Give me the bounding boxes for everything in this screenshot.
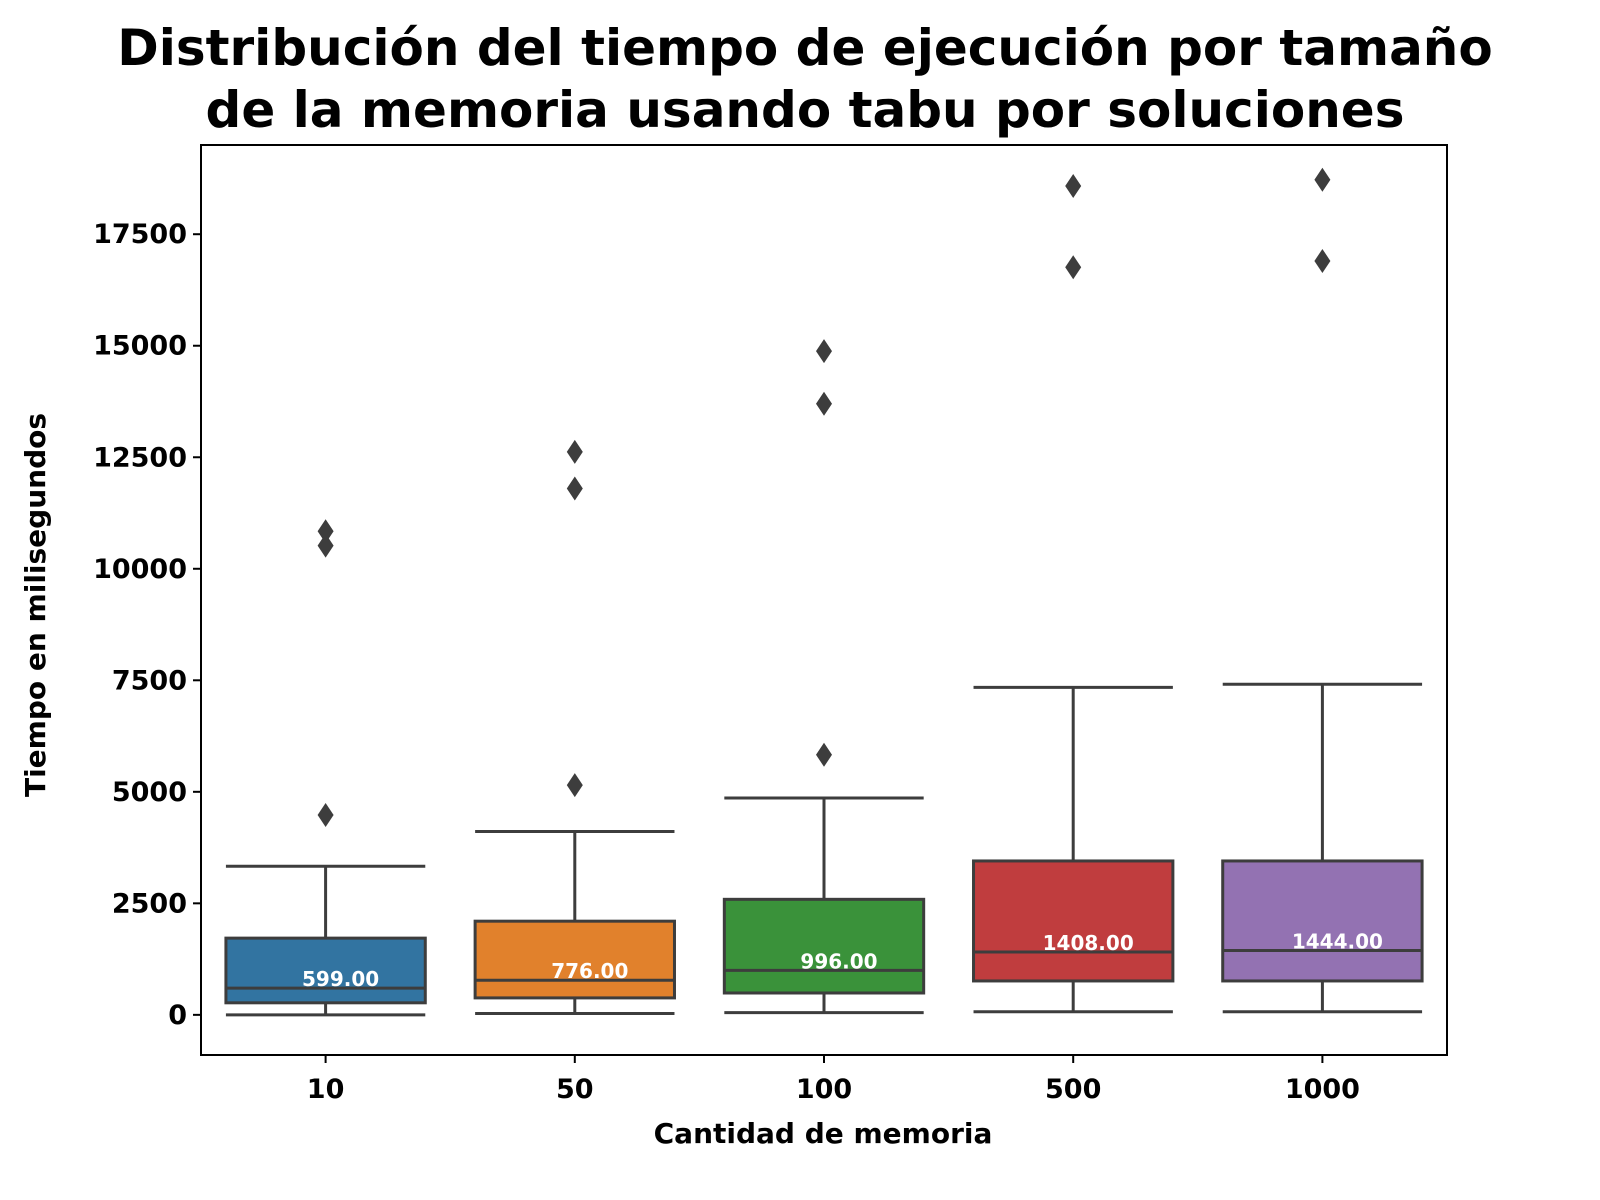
x-tick-label: 10 xyxy=(307,1074,345,1105)
y-axis: 0 2500 5000 7500 10000 12500 15000 17500 xyxy=(93,219,201,1031)
median-label: 996.00 xyxy=(800,949,877,973)
x-tick-label: 50 xyxy=(556,1074,594,1105)
outlier-point xyxy=(1065,174,1082,199)
outlier-point xyxy=(816,339,832,364)
y-axis-label: Tiempo en milisegundos xyxy=(19,413,52,797)
chart-title-line-2: de la memoria usando tabu por soluciones xyxy=(206,81,1405,139)
x-axis: 10 50 100 500 1000 xyxy=(307,1055,1360,1105)
outlier-point xyxy=(1065,255,1082,280)
y-tick-label: 15000 xyxy=(93,331,187,362)
box-group-500: 1408.00 xyxy=(972,174,1175,1014)
x-tick-label: 100 xyxy=(796,1074,852,1105)
median-label: 776.00 xyxy=(551,959,628,983)
median-label: 1444.00 xyxy=(1292,929,1383,953)
outlier-point xyxy=(816,742,832,767)
box-group-1000: 1444.00 xyxy=(1221,167,1424,1014)
box-iqr xyxy=(972,859,1175,983)
outlier-point xyxy=(566,773,583,798)
y-tick-label: 0 xyxy=(168,1000,187,1031)
box-iqr xyxy=(1221,859,1424,983)
y-tick-label: 17500 xyxy=(93,219,187,250)
median-label: 599.00 xyxy=(302,967,379,991)
x-tick-label: 500 xyxy=(1045,1074,1101,1105)
y-tick-label: 2500 xyxy=(112,888,187,919)
box-group-50: 776.00 xyxy=(473,439,676,1016)
box-iqr xyxy=(722,897,926,995)
x-axis-label: Cantidad de memoria xyxy=(654,1117,993,1150)
outlier-point xyxy=(317,533,334,558)
outlier-point xyxy=(317,803,334,828)
plot-frame xyxy=(200,144,1448,1056)
outlier-point xyxy=(317,519,334,544)
outlier-point xyxy=(566,476,583,501)
outlier-point xyxy=(1314,167,1331,192)
x-tick-label: 1000 xyxy=(1285,1074,1360,1105)
box-group-10: 599.00 xyxy=(224,519,427,1017)
outlier-point xyxy=(816,391,832,416)
y-tick-label: 5000 xyxy=(112,777,187,808)
chart-title-line-1: Distribución del tiempo de ejecución por… xyxy=(117,19,1493,77)
box-group-100: 996.00 xyxy=(722,339,926,1015)
y-tick-label: 7500 xyxy=(112,665,187,696)
y-tick-label: 12500 xyxy=(93,442,187,473)
median-label: 1408.00 xyxy=(1043,931,1134,955)
box-iqr xyxy=(473,919,676,1000)
outlier-point xyxy=(1314,248,1331,273)
outlier-point xyxy=(566,439,583,464)
y-tick-label: 10000 xyxy=(93,554,187,585)
box-iqr xyxy=(224,936,427,1005)
plot-area: 599.00 776.00 996.00 1408.00 1444.00 xyxy=(224,167,1424,1017)
